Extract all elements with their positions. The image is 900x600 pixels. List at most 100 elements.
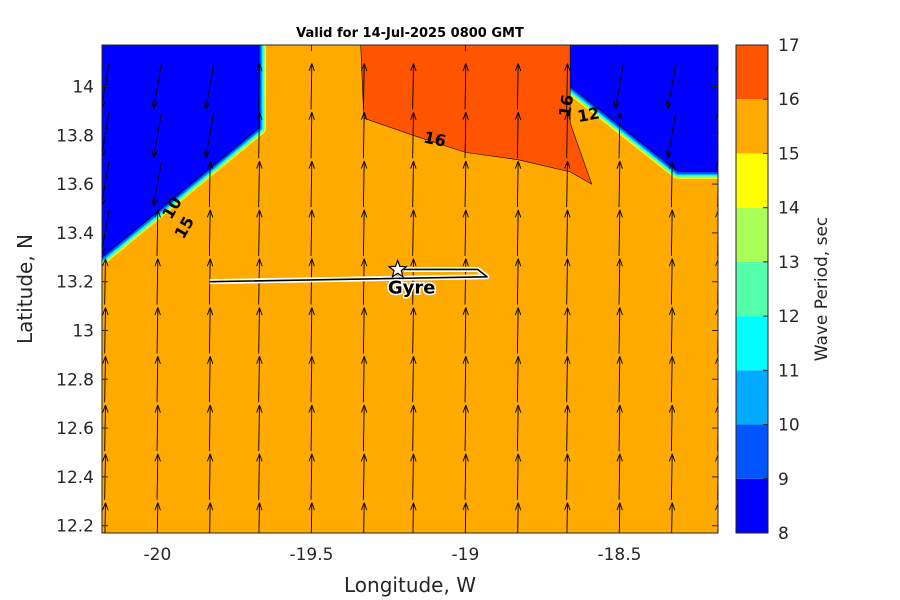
y-tick-label: 13.6 [56,175,94,195]
direction-arrow [564,258,571,305]
direction-arrow [308,502,315,533]
y-tick-label: 12.2 [56,517,94,537]
colorbar-frame [735,44,769,534]
colorbar-tick-label: 13 [778,253,800,273]
direction-arrow [514,112,522,159]
direction-arrow [151,112,162,159]
direction-arrow [616,404,623,452]
direction-arrow [154,453,161,500]
direction-arrow [410,356,417,403]
direction-arrow [256,307,263,354]
chart-title: Valid for 14-Jul-2025 0800 GMT [296,26,524,41]
direction-arrow [462,209,469,256]
direction-arrow [203,112,215,159]
direction-arrow [668,209,676,256]
y-axis: 12.2 12.4 12.6 12.8 13 13.2 13.4 13.6 13.8 14 [56,77,718,537]
direction-arrow [668,307,676,354]
direction-arrow [360,404,368,452]
direction-arrow [668,502,676,533]
direction-arrow [410,63,417,110]
direction-arrow [613,63,624,110]
direction-arrow [616,356,623,403]
direction-arrow [410,404,417,452]
plot-frame [101,44,719,534]
direction-arrow [256,404,263,452]
colorbar-tick-label: 15 [778,144,800,164]
colorbar-swatch [736,370,768,425]
direction-arrow [564,404,571,452]
direction-arrow [308,356,315,403]
direction-arrow [462,112,469,159]
y-tick-label: 13.8 [56,126,94,146]
direction-arrow [206,209,214,256]
direction-arrow [256,356,263,403]
direction-arrow [462,404,469,452]
contour-label: 12 [576,103,601,126]
direction-arrow [410,160,417,208]
direction-arrow [616,307,623,354]
direction-arrow [462,63,469,110]
direction-arrow [668,404,676,452]
y-tick-label: 13.2 [56,273,94,293]
direction-arrow [360,502,368,533]
direction-arrow [360,63,368,110]
direction-arrow [410,258,417,305]
contour-label: 16 [422,128,448,151]
y-tick-label: 13 [72,321,94,341]
direction-arrow [206,258,214,305]
direction-arrow [564,112,571,159]
direction-arrow [203,63,215,110]
y-tick-label: 12.8 [56,370,94,390]
colorbar-swatch [736,153,768,208]
period-region-high-period-north [360,45,593,185]
direction-arrow [514,63,522,110]
direction-arrow [514,209,522,256]
direction-arrow [410,453,417,500]
direction-arrow [462,356,469,403]
direction-arrow [410,209,417,256]
colorbar-swatch [736,45,768,100]
direction-arrow [514,404,522,452]
period-regions [102,45,718,533]
track-line [209,268,488,283]
y-axis-label: Latitude, N [13,234,37,344]
colorbar-tick-label: 12 [778,307,800,327]
colorbar-swatch [736,316,768,371]
y-tick-label: 14 [72,77,94,97]
direction-arrow [514,453,522,500]
direction-arrow [360,356,368,403]
x-tick-label: -18.5 [597,545,641,565]
direction-arrow [564,453,571,500]
direction-arrow [360,160,368,208]
y-tick-label: 12.6 [56,419,94,439]
direction-arrow [308,453,315,500]
direction-arrow [668,356,676,403]
direction-arrows [102,63,718,533]
direction-arrow [256,209,263,256]
direction-arrow [206,160,214,208]
direction-arrow [154,258,161,305]
direction-arrow [206,307,214,354]
direction-arrow [151,161,162,207]
direction-arrow [154,404,161,452]
direction-arrow [564,209,571,256]
direction-arrow [360,307,368,354]
direction-arrow [308,112,315,159]
direction-arrow [206,404,214,452]
direction-arrow [308,160,315,208]
direction-arrow [616,258,623,305]
direction-arrow [665,63,677,110]
direction-arrow [462,307,469,354]
direction-arrow [410,112,417,159]
direction-arrow [308,209,315,256]
direction-arrow [564,502,571,533]
direction-arrow [256,63,263,110]
direction-arrow [154,356,161,403]
colorbar-tick-label: 8 [778,524,789,544]
direction-arrow [564,63,571,110]
colorbar-swatch [736,261,768,317]
direction-arrow [514,502,522,533]
direction-arrow [462,258,469,305]
